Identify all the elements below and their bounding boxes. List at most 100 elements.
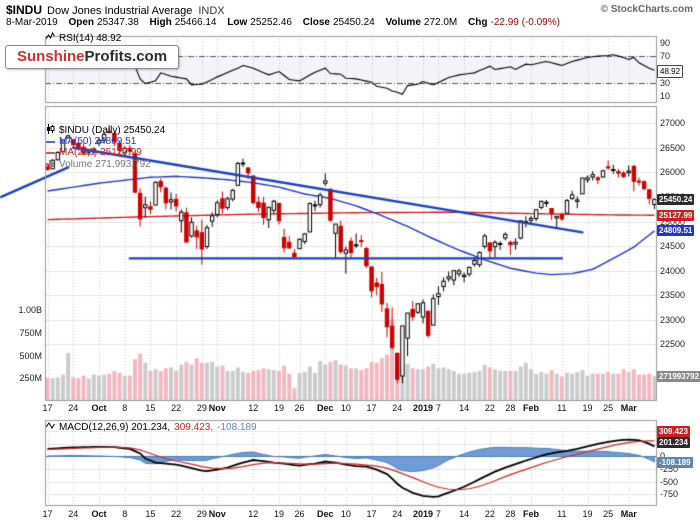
candlestick-icon <box>46 124 55 137</box>
ma50-line-icon <box>46 136 55 147</box>
ma200-value-box: 25127.99 <box>657 209 695 221</box>
x-axis-label: 22 <box>484 509 495 519</box>
x-axis-label: 15 <box>145 403 156 413</box>
x-axis-label: 22 <box>484 403 495 413</box>
x-axis-label: Oct <box>91 509 107 519</box>
price-axis-tick: 27000 <box>660 118 686 129</box>
x-axis-label: 14 <box>459 403 470 413</box>
x-axis-label: 11 <box>557 403 567 413</box>
rsi-label-row: RSI(14) 48.92 <box>45 31 122 44</box>
x-axis-label: 19 <box>582 403 593 413</box>
x-axis-label: 19 <box>273 403 285 413</box>
quote-date: 8-Mar-2019 <box>6 17 58 28</box>
rsi-value-box: 48.92 <box>657 64 684 78</box>
legend-volume: Volume 271,993,792 <box>46 158 151 170</box>
x-axis-label: 28 <box>505 509 516 519</box>
x-axis-label: 7 <box>435 403 441 413</box>
logo-text-sunshine: Sunshine <box>17 48 85 65</box>
price-axis-tick: 23500 <box>660 290 686 301</box>
x-axis-label: 17 <box>366 403 377 413</box>
x-axis-label: 8 <box>122 403 128 413</box>
price-axis-tick: 24500 <box>660 241 686 252</box>
chart-header: $INDU Dow Jones Industrial Average INDX <box>6 3 225 17</box>
chg-label: Chg <box>468 17 488 28</box>
symbol-name: Dow Jones Industrial Average <box>47 5 193 17</box>
macd-value-box: 201.234 <box>657 437 690 449</box>
close-value: 25450.24 <box>333 17 375 28</box>
rsi-axis-tick: 70 <box>660 51 671 62</box>
open-label: Open <box>68 17 95 28</box>
symbol: $INDU <box>6 3 43 17</box>
quote-line: 8-Mar-2019 Open 25347.38 High 25466.14 Low… <box>6 17 560 28</box>
price-axis-tick: 26000 <box>660 167 686 178</box>
x-axis-label: Feb <box>522 403 540 413</box>
rsi-icon <box>45 31 55 44</box>
price-axis-tick: 22500 <box>660 339 686 350</box>
ma200-line-icon <box>46 147 55 158</box>
close-value-box: 25450.24 <box>657 193 695 205</box>
x-axis-label: 7 <box>435 509 441 519</box>
x-axis-label: Nov <box>208 509 226 519</box>
macd-axis-tick: -250 <box>660 464 679 475</box>
logo-text-profits: Profits.com <box>84 48 168 65</box>
x-axis-label: 15 <box>145 509 156 519</box>
x-axis-label: 24 <box>68 509 79 519</box>
macd-axis-tick: -750 <box>660 489 679 500</box>
price-axis-tick: 25000 <box>660 216 686 227</box>
x-axis-label: 10 <box>340 509 351 519</box>
high-value: 25466.14 <box>174 17 217 28</box>
volume-label: Volume <box>385 17 421 28</box>
ma50-value-box: 24809.51 <box>657 225 695 237</box>
macd-axis-tick: -500 <box>660 476 679 487</box>
sunshine-profits-logo: SunshineProfits.com <box>5 45 180 69</box>
x-axis-label: 19 <box>273 509 285 519</box>
x-axis-label: 29 <box>196 509 207 519</box>
x-axis-label: 8 <box>122 509 128 519</box>
x-axis-label: 29 <box>196 403 207 413</box>
volume-value-box: 271993792 <box>657 370 700 382</box>
rsi-axis-tick: 90 <box>660 37 671 48</box>
x-axis-label: 24 <box>392 509 403 519</box>
volume-value: 272.0M <box>423 17 458 28</box>
volume-bars-icon <box>46 158 55 170</box>
exchange-label: INDX <box>198 5 225 17</box>
x-axis-label: 22 <box>171 509 182 519</box>
macd-signal-label: 309.423, <box>174 421 214 433</box>
volume-axis-tick: 1.00B <box>18 305 42 316</box>
rsi-axis-tick: 30 <box>660 77 671 88</box>
chg-value: -22.99 (-0.09%) <box>490 17 560 28</box>
legend-series-label: $INDU (Daily) 25450.24 <box>59 125 166 136</box>
macd-label: MACD(12,26,9) 201.234, <box>59 421 171 433</box>
open-value: 25347.38 <box>97 17 139 28</box>
legend-ma50-label: MA(50) 24809.51 <box>59 136 137 147</box>
x-axis-label: 24 <box>392 403 403 413</box>
x-axis-label: 17 <box>42 509 53 519</box>
x-axis-label: 17 <box>42 403 53 413</box>
rsi-axis-tick: 10 <box>660 91 671 102</box>
x-axis-label: 2019 <box>412 403 434 413</box>
x-axis-label: 24 <box>68 403 79 413</box>
x-axis-label: Mar <box>620 509 637 519</box>
macd-label-row: MACD(12,26,9) 201.234, 309.423, -108.189 <box>45 421 257 433</box>
volume-axis-tick: 250M <box>19 373 42 384</box>
x-axis-label: 19 <box>582 509 593 519</box>
macd-hist-label: -108.189 <box>217 421 257 433</box>
volume-axis-tick: 750M <box>19 327 42 338</box>
x-axis-label: 26 <box>294 403 305 413</box>
x-axis-label: 14 <box>459 509 470 519</box>
legend-ma200-label: MA(200) 25127.99 <box>59 147 142 158</box>
volume-axis-tick: 500M <box>19 350 42 361</box>
x-axis-label: 22 <box>171 403 182 413</box>
x-axis-label: Nov <box>208 403 226 413</box>
price-axis-tick: 24000 <box>660 265 686 276</box>
x-axis-label: 25 <box>603 509 614 519</box>
x-axis-label: 28 <box>505 403 516 413</box>
x-axis-label: 12 <box>248 509 259 519</box>
rsi-label: RSI(14) 48.92 <box>59 32 122 44</box>
close-label: Close <box>302 17 330 28</box>
price-axis-tick: 23000 <box>660 314 686 325</box>
macd-signal-value-box: 309.423 <box>657 425 690 437</box>
x-axis-label: Dec <box>317 509 334 519</box>
